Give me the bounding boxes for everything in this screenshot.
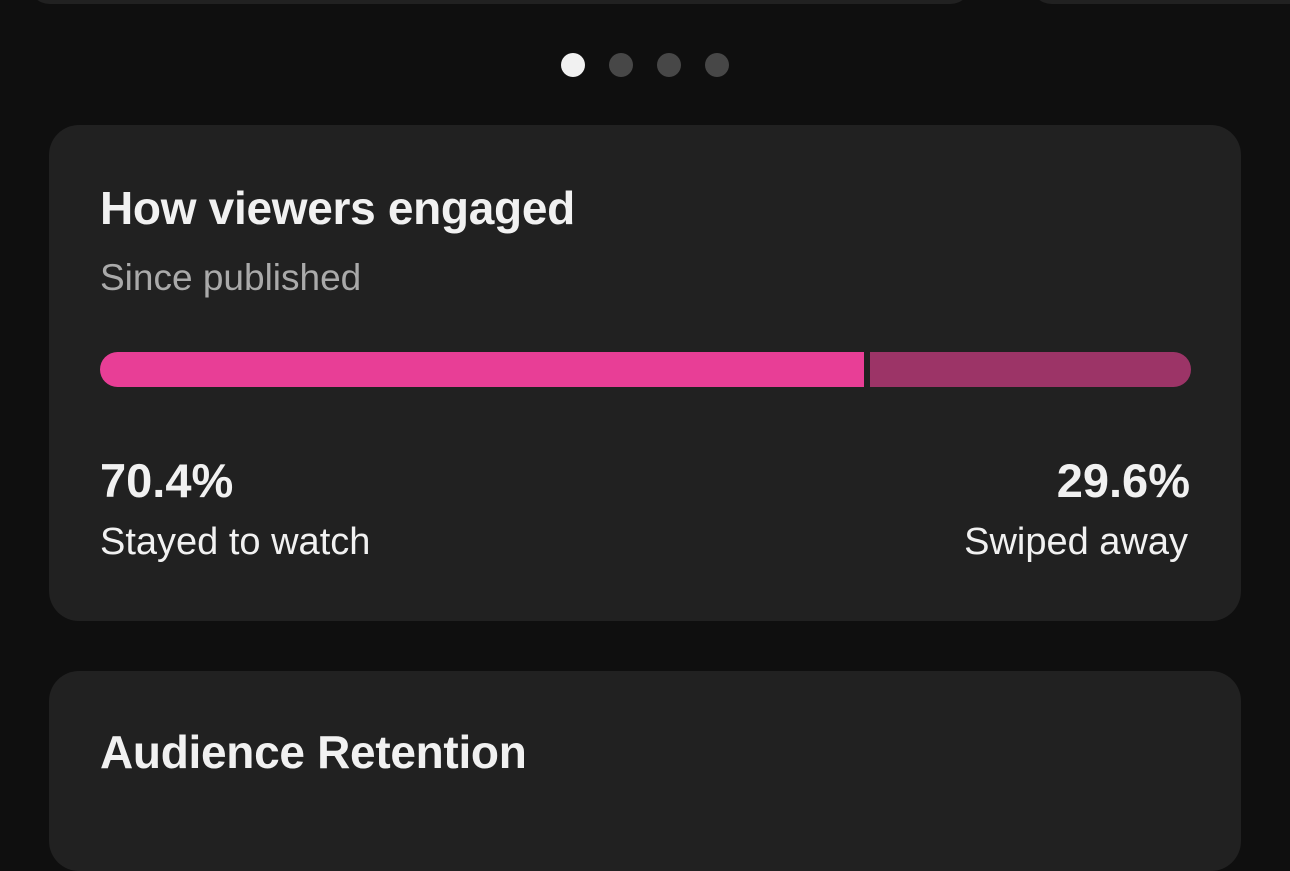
card-subtitle: Since published	[100, 257, 362, 298]
stayed-segment	[100, 352, 864, 387]
swiped-label: Swiped away	[964, 521, 1188, 563]
page-dot-1[interactable]	[561, 53, 585, 77]
page-dot-2[interactable]	[609, 53, 633, 77]
retention-card: Audience Retention	[49, 671, 1241, 871]
previous-card-left	[28, 0, 972, 4]
card-title: Audience Retention	[100, 726, 527, 778]
engagement-bar	[100, 352, 1191, 387]
engagement-card: How viewers engaged Since published 70.4…	[49, 125, 1241, 621]
swiped-value: 29.6%	[1056, 454, 1190, 507]
page-dot-3[interactable]	[657, 53, 681, 77]
card-title: How viewers engaged	[100, 182, 575, 234]
page-dot-4[interactable]	[705, 53, 729, 77]
carousel-pagination[interactable]	[561, 53, 729, 77]
stayed-value: 70.4%	[100, 454, 234, 507]
swiped-segment	[869, 352, 1191, 387]
stayed-label: Stayed to watch	[100, 521, 371, 563]
previous-card-right	[1030, 0, 1290, 4]
